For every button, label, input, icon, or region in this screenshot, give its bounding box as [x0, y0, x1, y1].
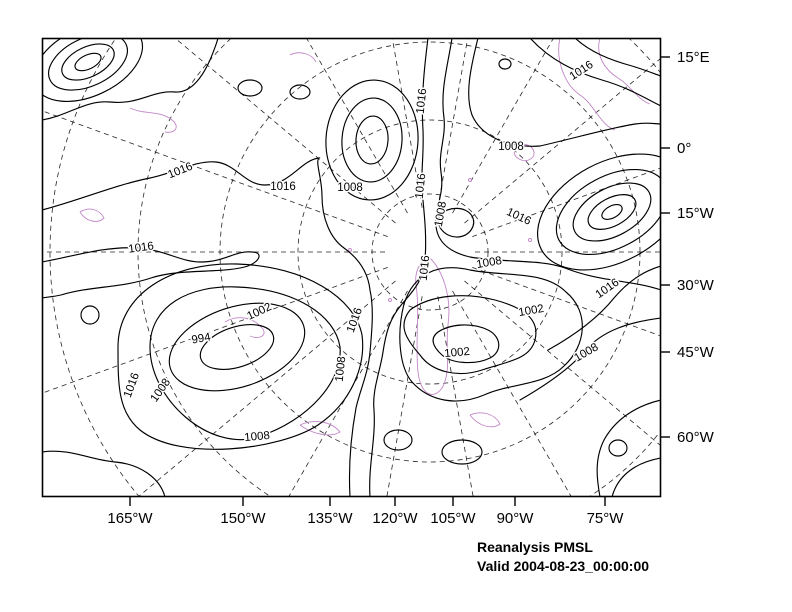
contour-label: 1002 — [444, 346, 471, 360]
right-axis-label: 15°E — [677, 49, 710, 66]
contour-label: 1016 — [418, 255, 433, 282]
right-axis: 15°E 0° 15°W 30°W 45°W 60°W — [661, 49, 715, 446]
bottom-axis-label: 120°W — [372, 510, 418, 527]
contour-system-high-right — [536, 153, 661, 271]
contour-label: 1008 — [433, 201, 449, 228]
graticule-meridian — [174, 38, 396, 224]
contour-system-low-bottomright — [399, 267, 583, 402]
bottom-axis-label: 105°W — [430, 510, 476, 527]
contour-label: 994 — [191, 331, 213, 346]
graticule-parallel — [371, 193, 489, 311]
graticule-meridian — [288, 290, 408, 497]
graticule-meridian — [437, 38, 469, 208]
contour-label: 1008 — [337, 182, 363, 194]
graticule-meridian — [472, 167, 661, 237]
contour-label: 1002 — [245, 301, 273, 323]
right-axis-label: 15°W — [677, 205, 715, 222]
bottom-axis-label: 90°W — [497, 510, 535, 527]
graticule-meridian — [386, 296, 423, 497]
contour-label: 1016 — [122, 371, 142, 399]
bottom-axis-label: 75°W — [587, 510, 625, 527]
caption-valid-time: Valid 2004-08-23_00:00:00 — [477, 557, 650, 574]
caption-title: Reanalysis PMSL — [477, 539, 593, 555]
contour-label: 1016 — [568, 59, 596, 83]
bottom-axis: 165°W 150°W 135°W 120°W 105°W 90°W 75°W — [107, 497, 624, 527]
graticule-meridian — [137, 280, 396, 497]
graticule-meridian — [437, 296, 474, 497]
graticule-meridian — [472, 267, 661, 337]
contour-system-low-bottomleft — [117, 263, 364, 450]
contour-label: 1002 — [518, 303, 545, 319]
graticule-meridian — [452, 38, 554, 214]
contour-label: 1008 — [244, 430, 271, 444]
contour-label: 1016 — [166, 161, 194, 182]
graticule-meridian — [306, 38, 408, 214]
contour-label: 1016 — [128, 240, 155, 255]
contour-system-high-topleft — [42, 38, 144, 102]
map-frame — [41, 37, 662, 498]
coastlines — [79, 38, 651, 436]
graticule-meridian — [42, 267, 388, 394]
contour-label: 1008 — [476, 255, 503, 271]
caption: Reanalysis PMSL Valid 2004-08-23_00:00:0… — [477, 538, 649, 576]
graticule-meridian — [452, 290, 572, 497]
graticule-parallel — [219, 41, 641, 463]
right-axis-label: 60°W — [677, 429, 715, 446]
contour-label: 1016 — [415, 88, 430, 115]
graticule-meridian — [391, 38, 423, 208]
contour-label: 1008 — [498, 141, 524, 153]
bottom-axis-label: 135°W — [307, 510, 353, 527]
contour-label: 1016 — [504, 206, 532, 228]
graticule-parallel — [297, 119, 563, 385]
right-axis-label: 0° — [677, 140, 691, 157]
right-axis-label: 30°W — [677, 277, 715, 294]
contour-system-center-top — [325, 79, 419, 201]
contour-label: 1008 — [572, 341, 600, 364]
bottom-axis-label: 165°W — [107, 510, 153, 527]
contour-label: 1016 — [345, 306, 365, 334]
contour-label: 1016 — [270, 181, 296, 193]
graticule-meridian — [464, 58, 661, 224]
graticule-meridian — [464, 280, 661, 446]
right-axis-label: 45°W — [677, 344, 715, 361]
contour-label: 1016 — [414, 173, 429, 200]
bottom-axis-label: 150°W — [220, 510, 266, 527]
contours — [42, 38, 661, 497]
contour-label: 1008 — [334, 356, 349, 383]
graticule-meridian — [42, 110, 388, 237]
